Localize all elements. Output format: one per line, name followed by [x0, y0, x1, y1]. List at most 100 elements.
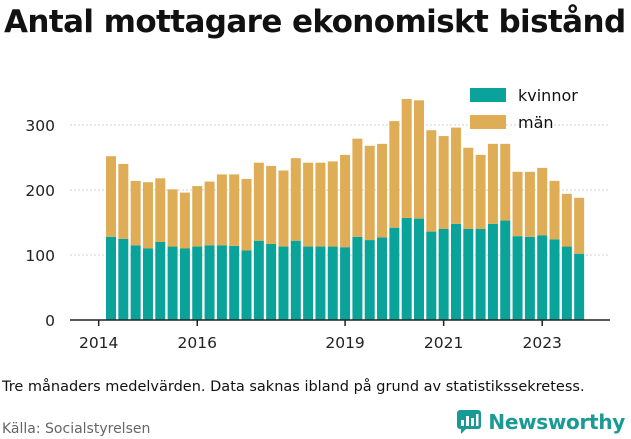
y-tick-label: 0: [45, 312, 55, 330]
bar-chart-speech-bubble-icon: [457, 410, 482, 434]
bar-kvinnor: [377, 237, 388, 320]
bar-kvinnor: [401, 217, 412, 320]
bar-man: [475, 154, 486, 229]
bar-kvinnor: [500, 220, 511, 320]
bar-kvinnor: [241, 250, 252, 320]
bar-man: [142, 182, 153, 249]
footnote: Tre månaders medelvärden. Data saknas ib…: [2, 379, 585, 395]
bar-man: [512, 171, 523, 237]
bar-man: [463, 147, 474, 229]
bar-man: [179, 192, 190, 249]
bar-kvinnor: [327, 246, 338, 320]
legend-swatch: [470, 88, 506, 102]
bar-man: [500, 143, 511, 221]
x-tick-label: 2019: [325, 334, 364, 352]
bar-kvinnor: [167, 246, 178, 320]
bar-man: [389, 121, 400, 228]
source-credit: Källa: Socialstyrelsen: [2, 421, 151, 437]
bar-kvinnor: [118, 238, 129, 320]
legend: kvinnor män: [470, 86, 578, 132]
bar-kvinnor: [278, 246, 289, 320]
bar-man: [167, 189, 178, 247]
bar-man: [303, 162, 314, 247]
bar-man: [106, 156, 116, 237]
bar-kvinnor: [438, 229, 449, 320]
bar-kvinnor: [549, 239, 560, 320]
bar-man: [426, 130, 437, 232]
y-tick-label: 100: [25, 247, 55, 265]
bar-man: [401, 99, 412, 218]
bar-man: [574, 197, 585, 254]
bar-man: [290, 158, 301, 241]
bar-kvinnor: [106, 236, 116, 320]
bar-kvinnor: [537, 235, 548, 320]
bar-kvinnor: [303, 246, 314, 320]
bar-man: [315, 162, 326, 247]
bar-man: [549, 180, 560, 240]
bar-man: [414, 100, 424, 219]
legend-label: män: [518, 113, 554, 132]
bar-man: [438, 136, 449, 229]
x-tick-label: 2023: [522, 334, 561, 352]
x-tick-label: 2014: [79, 334, 118, 352]
bar-kvinnor: [512, 236, 523, 320]
bar-kvinnor: [216, 245, 227, 320]
bar-kvinnor: [130, 245, 141, 320]
bar-man: [377, 143, 388, 238]
bar-man: [155, 178, 166, 242]
bar-man: [241, 178, 252, 251]
bar-man: [561, 193, 572, 247]
bar-man: [352, 138, 363, 237]
bar-kvinnor: [561, 246, 572, 320]
bar-kvinnor: [364, 240, 375, 320]
bar-kvinnor: [389, 227, 400, 320]
bar-man: [130, 180, 141, 246]
x-axis: 2014 2016 2019 2021 2023: [70, 319, 610, 352]
brand-name: Newsworthy: [488, 410, 625, 434]
bar-kvinnor: [426, 231, 437, 320]
bar-man: [340, 154, 351, 248]
bar-kvinnor: [450, 223, 461, 320]
x-tick-label: 2016: [178, 334, 217, 352]
bar-kvinnor: [352, 236, 363, 320]
x-tick-label: 2021: [424, 334, 463, 352]
y-axis-tick-labels: 0 100 200 300: [25, 117, 55, 330]
bar-kvinnor: [315, 246, 326, 320]
bar-kvinnor: [155, 242, 166, 320]
bar-kvinnor: [253, 240, 264, 320]
bar-man: [253, 162, 264, 241]
bar-man: [216, 174, 227, 246]
bars: [106, 99, 585, 320]
bar-man: [278, 170, 289, 247]
legend-label: kvinnor: [518, 86, 578, 105]
bar-man: [450, 127, 461, 224]
bar-kvinnor: [414, 218, 424, 320]
bar-man: [364, 145, 375, 241]
bar-kvinnor: [204, 245, 215, 320]
bar-man: [487, 143, 498, 224]
bar-kvinnor: [192, 246, 203, 320]
bar-man: [192, 186, 203, 247]
y-tick-label: 300: [25, 117, 55, 135]
y-tick-label: 200: [25, 182, 55, 200]
bar-man: [204, 181, 215, 246]
bar-man: [537, 167, 548, 236]
bar-kvinnor: [179, 248, 190, 320]
bar-man: [118, 164, 129, 239]
bar-man: [229, 174, 240, 246]
bar-kvinnor: [290, 240, 301, 320]
legend-swatch: [470, 115, 506, 129]
bar-kvinnor: [574, 253, 585, 320]
bar-kvinnor: [229, 245, 240, 320]
bar-kvinnor: [524, 236, 535, 320]
newsworthy-logo: Newsworthy: [456, 409, 625, 435]
bar-kvinnor: [463, 229, 474, 320]
chart-title: Antal mottagare ekonomiskt bistånd: [4, 4, 626, 40]
bar-kvinnor: [266, 243, 277, 320]
bar-man: [327, 161, 338, 247]
bar-kvinnor: [340, 247, 351, 320]
bar-kvinnor: [142, 248, 153, 320]
bar-kvinnor: [475, 229, 486, 320]
bar-man: [524, 171, 535, 237]
